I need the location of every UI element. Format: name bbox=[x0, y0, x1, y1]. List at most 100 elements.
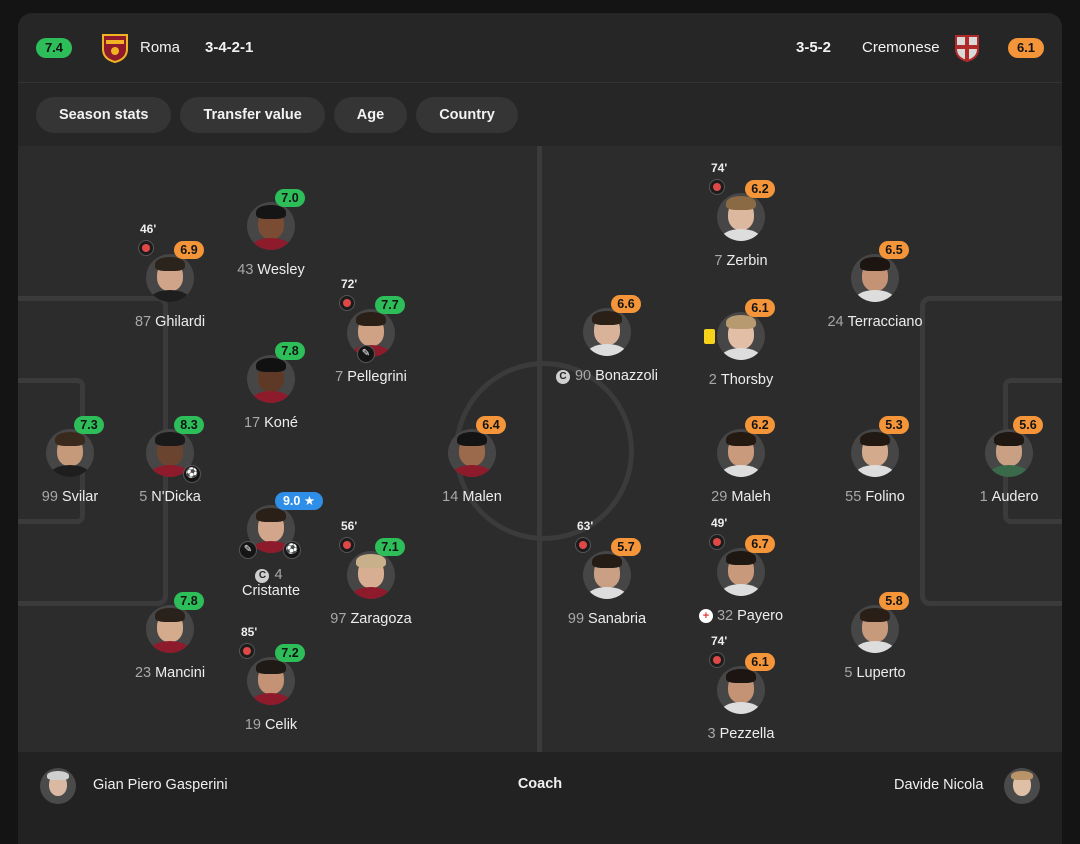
home-team-name[interactable]: Roma bbox=[140, 39, 181, 56]
player-name: 29 Maleh bbox=[711, 489, 771, 505]
substitution-out-icon bbox=[339, 295, 355, 311]
player-avatar bbox=[583, 308, 631, 356]
player-avatar bbox=[146, 254, 194, 302]
player-rating: 7.3 bbox=[74, 416, 104, 434]
player-rating: 6.7 bbox=[745, 535, 775, 553]
player-rating: 7.0 bbox=[275, 189, 305, 207]
captain-icon: C bbox=[255, 569, 270, 583]
player-avatar bbox=[146, 605, 194, 653]
player-name: 97 Zaragoza bbox=[330, 611, 412, 627]
player-name: 3 Pezzella bbox=[707, 726, 775, 742]
player-rating: 8.3 bbox=[174, 416, 204, 434]
filter-age[interactable]: Age bbox=[333, 97, 408, 133]
player-avatar bbox=[717, 193, 765, 241]
player-name: 17 Koné bbox=[243, 415, 298, 431]
player-rating: 6.9 bbox=[174, 241, 204, 259]
player-rating: 5.6 bbox=[1013, 416, 1043, 434]
stat-filter-tabs: Season stats Transfer value Age Country bbox=[36, 97, 518, 133]
player-avatar bbox=[583, 551, 631, 599]
player-name: 24 Terracciano bbox=[827, 314, 923, 330]
player-rating: 6.4 bbox=[476, 416, 506, 434]
player-avatar bbox=[851, 254, 899, 302]
boot-assist-icon: ✎ bbox=[239, 541, 257, 559]
sub-time: 46' bbox=[140, 222, 157, 236]
substitution-out-icon bbox=[709, 534, 725, 550]
player-rating: 5.7 bbox=[611, 538, 641, 556]
player-avatar bbox=[717, 548, 765, 596]
yellow-card-icon bbox=[704, 329, 715, 344]
player-avatar bbox=[851, 605, 899, 653]
player-name: 99 Svilar bbox=[41, 489, 99, 505]
player-name: 23 Mancini bbox=[134, 665, 206, 681]
pitch: 7.3 99 Svilar 8.3 ⚽ 5 N'Dicka 46' 6.9 87 Gh… bbox=[18, 146, 1062, 752]
substitution-out-icon bbox=[239, 643, 255, 659]
player-rating: 7.8 bbox=[275, 342, 305, 360]
injury-icon: + bbox=[698, 609, 713, 623]
player-avatar bbox=[448, 429, 496, 477]
home-coach-avatar[interactable] bbox=[40, 768, 76, 804]
player-rating: 5.3 bbox=[879, 416, 909, 434]
player-name: 99 Sanabria bbox=[567, 611, 647, 627]
sub-time: 72' bbox=[341, 277, 358, 291]
player-name: +32 Payero bbox=[631, 608, 851, 624]
player-rating: 6.5 bbox=[879, 241, 909, 259]
player-name: 55 Folino bbox=[845, 489, 905, 505]
player-rating: 6.6 bbox=[611, 295, 641, 313]
player-rating: 7.7 bbox=[375, 296, 405, 314]
player-avatar bbox=[985, 429, 1033, 477]
home-coach-name[interactable]: Gian Piero Gasperini bbox=[93, 777, 228, 793]
cremonese-crest-icon[interactable] bbox=[952, 31, 982, 63]
player-rating: 7.8 bbox=[174, 592, 204, 610]
player-avatar bbox=[851, 429, 899, 477]
goal-ball-icon: ⚽ bbox=[283, 541, 301, 559]
player-name: 2 Thorsby bbox=[708, 372, 774, 388]
home-formation: 3-4-2-1 bbox=[205, 39, 254, 56]
sub-time: 85' bbox=[241, 625, 258, 639]
away-coach-name[interactable]: Davide Nicola bbox=[894, 777, 984, 793]
player-name: 87 Ghilardi bbox=[134, 314, 206, 330]
substitution-out-icon bbox=[709, 652, 725, 668]
filter-country[interactable]: Country bbox=[416, 97, 518, 133]
substitution-out-icon bbox=[339, 537, 355, 553]
player-name: 14 Malen bbox=[442, 489, 502, 505]
filter-season-stats[interactable]: Season stats bbox=[36, 97, 172, 133]
captain-icon: C bbox=[555, 370, 570, 384]
away-penalty-area bbox=[920, 296, 1062, 606]
player-name: 19 Celik bbox=[244, 717, 298, 733]
away-team-name[interactable]: Cremonese bbox=[862, 39, 940, 56]
player-avatar bbox=[247, 355, 295, 403]
substitution-out-icon bbox=[709, 179, 725, 195]
filter-transfer-value[interactable]: Transfer value bbox=[180, 97, 325, 133]
lineup-header: 7.4 Roma 3-4-2-1 3-5-2 Cremonese 6.1 bbox=[18, 13, 1062, 83]
player-rating: 5.8 bbox=[879, 592, 909, 610]
player-rating: 6.1 bbox=[745, 653, 775, 671]
goal-ball-icon: ⚽ bbox=[183, 465, 201, 483]
coach-label: Coach bbox=[517, 776, 563, 792]
boot-assist-icon: ✎ bbox=[357, 345, 375, 363]
player-avatar bbox=[46, 429, 94, 477]
lineup-card: 7.4 Roma 3-4-2-1 3-5-2 Cremonese 6.1 Sea… bbox=[18, 13, 1062, 844]
player-name: 1 Audero bbox=[979, 489, 1039, 505]
player-rating: 6.2 bbox=[745, 416, 775, 434]
sub-time: 56' bbox=[341, 519, 358, 533]
away-formation: 3-5-2 bbox=[796, 39, 832, 56]
away-team-rating: 6.1 bbox=[1008, 38, 1044, 58]
player-avatar bbox=[347, 551, 395, 599]
player-name: 5 Luperto bbox=[844, 665, 906, 681]
roma-crest-icon[interactable] bbox=[100, 31, 130, 63]
player-name: 7 Zerbin bbox=[714, 253, 768, 269]
sub-time: 49' bbox=[711, 516, 728, 530]
player-name: C 90 Bonazzoli bbox=[497, 368, 717, 384]
substitution-out-icon bbox=[575, 537, 591, 553]
away-coach-avatar[interactable] bbox=[1004, 768, 1040, 804]
player-avatar bbox=[717, 429, 765, 477]
player-name: 7 Pellegrini bbox=[335, 369, 407, 385]
player-avatar bbox=[247, 657, 295, 705]
sub-time: 74' bbox=[711, 634, 728, 648]
player-rating: 7.2 bbox=[275, 644, 305, 662]
player-rating: 6.1 bbox=[745, 299, 775, 317]
player-name: 5 N'Dicka bbox=[139, 489, 201, 505]
sub-time: 74' bbox=[711, 161, 728, 175]
player-name: C 4 Cristante bbox=[241, 567, 301, 599]
player-name: 43 Wesley bbox=[237, 262, 305, 278]
